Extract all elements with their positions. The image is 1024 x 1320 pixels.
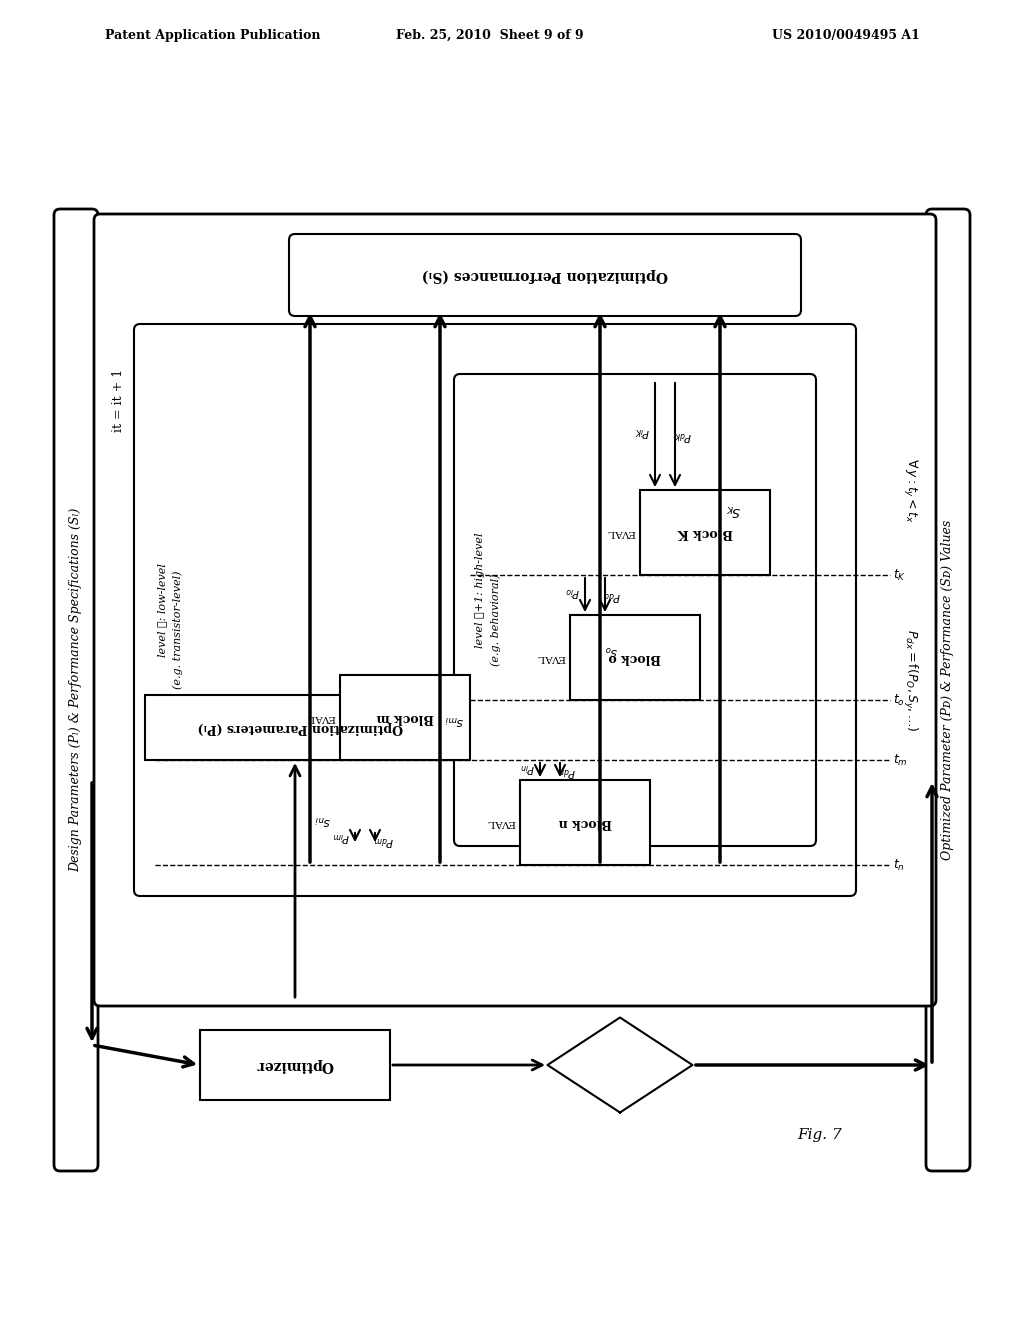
FancyBboxPatch shape	[926, 209, 970, 1171]
FancyBboxPatch shape	[289, 234, 801, 315]
Text: $t_m$: $t_m$	[893, 752, 908, 767]
Text: $P_{do}$: $P_{do}$	[603, 589, 621, 603]
Text: $s_{ni}$: $s_{ni}$	[315, 813, 332, 826]
Text: $s_o$: $s_o$	[605, 643, 618, 656]
Text: EVAL: EVAL	[537, 653, 565, 663]
Text: EVAL: EVAL	[606, 528, 635, 537]
Text: level ℓ+1: high-level: level ℓ+1: high-level	[475, 532, 485, 648]
Bar	[640, 490, 770, 576]
Bar	[200, 1030, 390, 1100]
FancyBboxPatch shape	[454, 374, 816, 846]
Text: Patent Application Publication: Patent Application Publication	[105, 29, 321, 41]
FancyBboxPatch shape	[54, 209, 98, 1171]
Text: EVAL: EVAL	[486, 818, 515, 828]
Text: Optimized Parameter (Pᴅ) & Performance (Sᴅ) Values: Optimized Parameter (Pᴅ) & Performance (…	[941, 520, 954, 861]
Text: Block n: Block n	[558, 816, 611, 829]
Text: $P_{dm}$: $P_{dm}$	[373, 834, 393, 847]
Text: Block o: Block o	[608, 651, 662, 664]
Bar	[145, 696, 455, 760]
Text: EVAL: EVAL	[306, 713, 335, 722]
Text: (e.g. transistor-level): (e.g. transistor-level)	[173, 570, 183, 689]
Text: Block K: Block K	[678, 525, 732, 539]
Text: $P_{dx} = \mathrm{f}(P_O, S_y, \ldots)$: $P_{dx} = \mathrm{f}(P_O, S_y, \ldots)$	[901, 628, 919, 731]
Text: $P_{im}$: $P_{im}$	[332, 830, 350, 843]
Bar	[340, 675, 470, 760]
Text: level ℓ: low-level: level ℓ: low-level	[157, 564, 167, 657]
Text: US 2010/0049495 A1: US 2010/0049495 A1	[772, 29, 920, 41]
Text: it = it + 1: it = it + 1	[112, 368, 125, 432]
Text: Feb. 25, 2010  Sheet 9 of 9: Feb. 25, 2010 Sheet 9 of 9	[396, 29, 584, 41]
Text: $t_n$: $t_n$	[893, 858, 905, 873]
Text: Optimization Performances (Sₗ): Optimization Performances (Sₗ)	[422, 268, 668, 282]
Polygon shape	[548, 1018, 692, 1113]
Text: Design Parameters (Pₗ) & Performance Specifications (Sₗ): Design Parameters (Pₗ) & Performance Spe…	[70, 508, 83, 873]
Text: Optimizer: Optimizer	[256, 1059, 334, 1072]
Text: $P_{dn}$: $P_{dn}$	[558, 766, 577, 779]
Text: $t_o$: $t_o$	[893, 693, 905, 708]
FancyBboxPatch shape	[94, 214, 936, 1006]
Bar	[570, 615, 700, 700]
Text: Block m: Block m	[376, 711, 434, 723]
Bar	[520, 780, 650, 865]
FancyBboxPatch shape	[134, 323, 856, 896]
Text: $\forall\, y : t_y < t_x$: $\forall\, y : t_y < t_x$	[901, 458, 919, 523]
Text: $P_{dK}$: $P_{dK}$	[673, 429, 692, 444]
Text: $P_{iK}$: $P_{iK}$	[634, 425, 650, 438]
Text: $s_{mi}$: $s_{mi}$	[445, 713, 465, 726]
Text: $P_{io}$: $P_{io}$	[565, 585, 580, 599]
Text: $S_K$: $S_K$	[725, 503, 741, 517]
Text: $t_K$: $t_K$	[893, 568, 906, 582]
Text: converged?: converged?	[584, 1059, 656, 1072]
Text: (e.g. behavioral): (e.g. behavioral)	[490, 574, 502, 667]
Text: Fig. 7: Fig. 7	[798, 1129, 843, 1142]
Text: Optimization Parameters (Pₗ): Optimization Parameters (Pₗ)	[198, 721, 402, 734]
Text: $P_{in}$: $P_{in}$	[520, 762, 535, 775]
